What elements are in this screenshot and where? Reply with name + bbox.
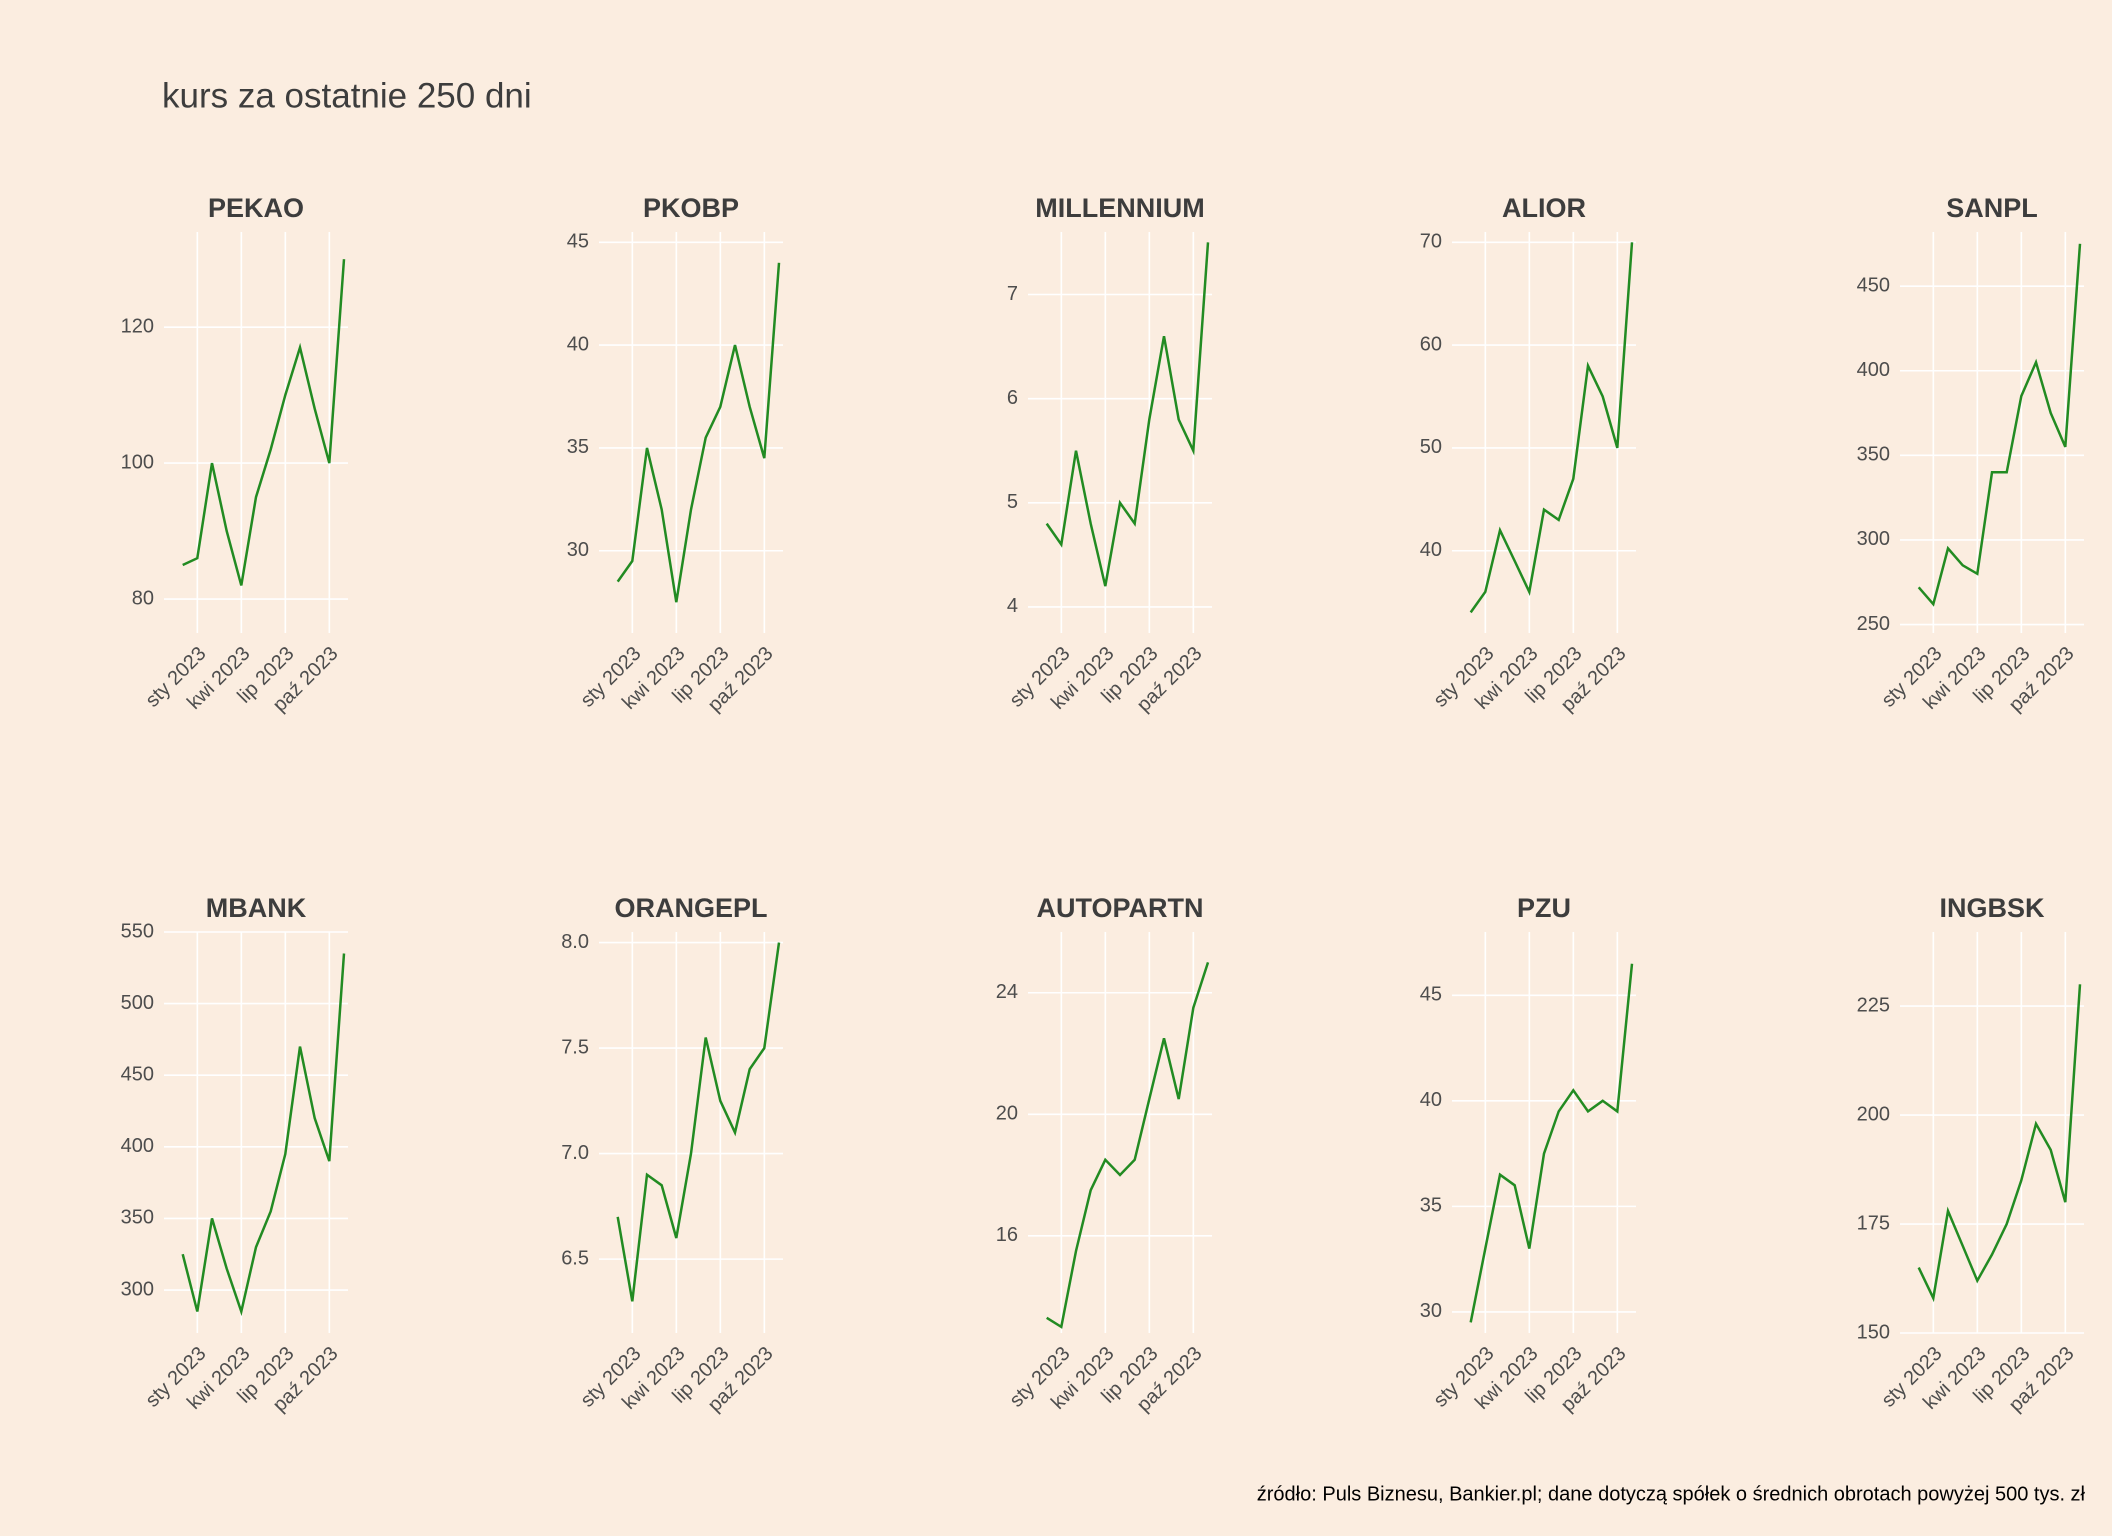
panel-title: AUTOPARTN — [1037, 893, 1204, 923]
panel-title: PKOBP — [643, 193, 739, 223]
y-tick-label: 350 — [1857, 444, 1890, 466]
price-line — [1469, 242, 1634, 614]
y-tick-label: 50 — [1420, 436, 1442, 458]
y-tick-label: 8.0 — [561, 931, 589, 953]
y-tick-label: 16 — [996, 1224, 1018, 1246]
y-tick-label: 300 — [1857, 528, 1890, 550]
y-tick-label: 70 — [1420, 231, 1442, 253]
y-tick-label: 40 — [1420, 1089, 1442, 1111]
y-tick-label: 225 — [1857, 994, 1890, 1016]
panel-title: SANPL — [1946, 193, 2038, 223]
y-tick-label: 80 — [132, 587, 154, 609]
y-tick-label: 24 — [996, 981, 1018, 1003]
y-tick-label: 40 — [567, 333, 589, 355]
y-tick-label: 450 — [1857, 274, 1890, 296]
chart-title: kurs za ostatnie 250 dni — [162, 76, 532, 115]
price-line — [616, 262, 781, 603]
y-tick-label: 120 — [121, 315, 154, 337]
y-tick-label: 30 — [567, 539, 589, 561]
y-tick-label: 200 — [1857, 1103, 1890, 1125]
price-line — [616, 942, 781, 1302]
y-tick-label: 40 — [1420, 539, 1442, 561]
caption: źródło: Puls Biznesu, Bankier.pl; dane d… — [1257, 1483, 2086, 1505]
y-tick-label: 4 — [1007, 595, 1018, 617]
y-tick-label: 300 — [121, 1278, 154, 1300]
y-tick-label: 45 — [567, 231, 589, 253]
y-tick-label: 7 — [1007, 283, 1018, 305]
y-tick-label: 30 — [1420, 1300, 1442, 1322]
y-tick-label: 175 — [1857, 1212, 1890, 1234]
y-tick-label: 60 — [1420, 333, 1442, 355]
y-tick-label: 35 — [567, 436, 589, 458]
price-line — [181, 953, 346, 1317]
y-tick-label: 400 — [1857, 359, 1890, 381]
y-tick-label: 5 — [1007, 491, 1018, 513]
y-tick-label: 500 — [121, 992, 154, 1014]
price-line — [1046, 962, 1210, 1329]
panel-title: MBANK — [206, 893, 307, 923]
price-line — [1045, 242, 1210, 587]
y-tick-label: 250 — [1857, 613, 1890, 635]
y-tick-label: 35 — [1420, 1195, 1442, 1217]
panel-title: ORANGEPL — [614, 893, 767, 923]
y-tick-label: 6.5 — [561, 1247, 589, 1269]
price-line — [182, 259, 346, 586]
y-tick-label: 400 — [121, 1135, 154, 1157]
y-tick-label: 7.5 — [561, 1036, 589, 1058]
y-tick-label: 100 — [121, 451, 154, 473]
price-line — [1917, 984, 2082, 1303]
y-tick-label: 150 — [1857, 1321, 1890, 1343]
y-tick-label: 550 — [121, 920, 154, 942]
y-tick-label: 6 — [1007, 387, 1018, 409]
y-tick-label: 7.0 — [561, 1142, 589, 1164]
panel-title: PZU — [1517, 893, 1571, 923]
panel-title: INGBSK — [1939, 893, 2045, 923]
panel-title: PEKAO — [208, 193, 304, 223]
y-tick-label: 45 — [1420, 984, 1442, 1006]
y-tick-label: 20 — [996, 1103, 1018, 1125]
price-line — [1917, 243, 2082, 607]
y-tick-label: 350 — [121, 1207, 154, 1229]
price-line — [1469, 963, 1634, 1323]
panel-title: ALIOR — [1502, 193, 1586, 223]
panel-title: MILLENNIUM — [1035, 193, 1204, 223]
y-tick-label: 450 — [121, 1063, 154, 1085]
